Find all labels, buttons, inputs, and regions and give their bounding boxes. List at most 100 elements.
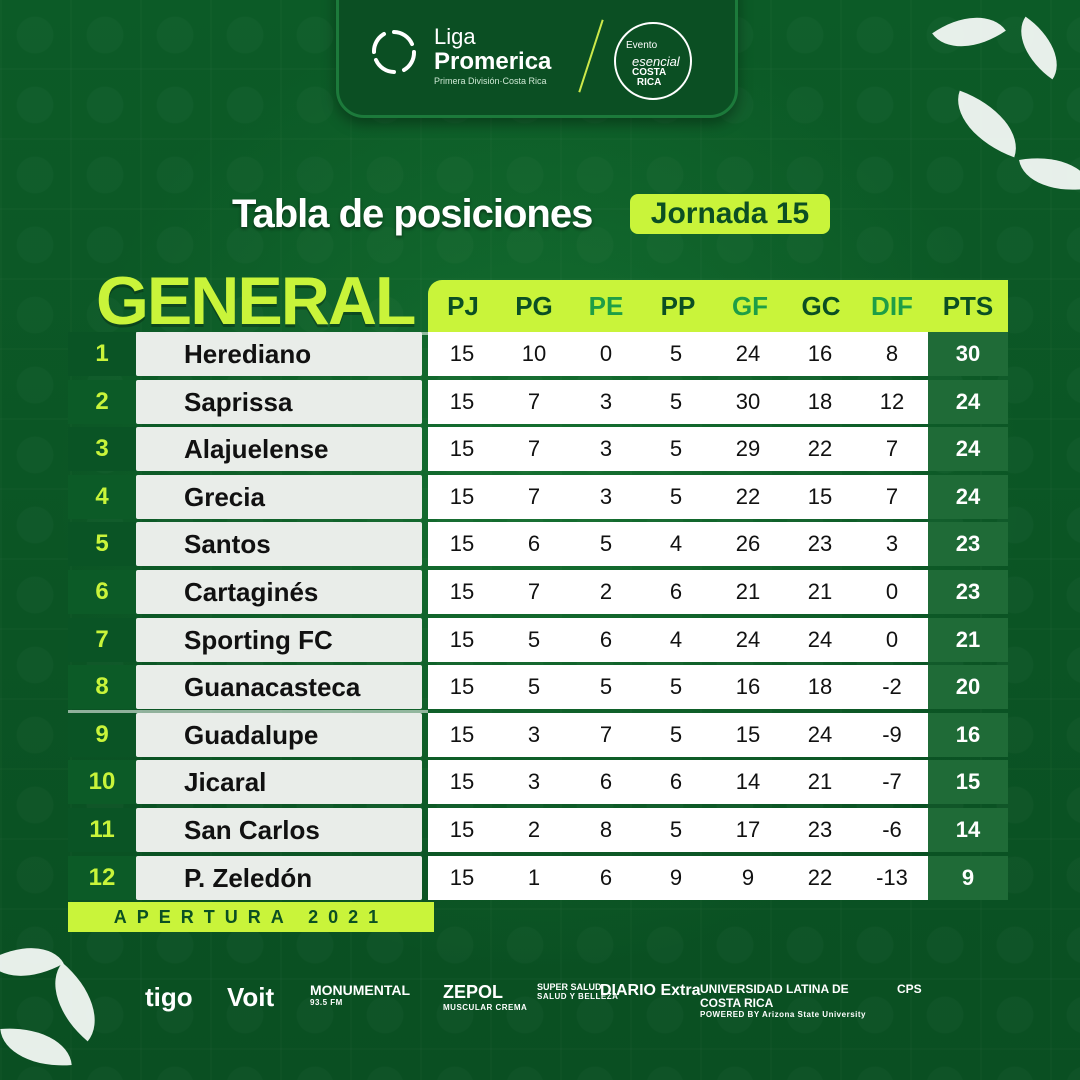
table-row: 3 Alajuelense 15 7 3 5 29 22 7 24 [0, 427, 1080, 475]
sponsor-name: MONUMENTAL [310, 982, 411, 998]
table-row: 8 Guanacasteca 15 5 5 5 16 18 -2 20 [0, 665, 1080, 713]
stats-cell-bg [428, 617, 928, 662]
tournament-label: APERTURA 2021 [68, 902, 434, 932]
position-cell-bg [68, 855, 136, 900]
stat-gc: 22 [807, 436, 833, 462]
position-number: 11 [89, 816, 115, 843]
sponsor-strip: tigo Voit MONUMENTAL 93.5 FM ZEPOL MUSCULAR C… [145, 982, 955, 1042]
table-row: 7 Sporting FC 15 5 6 4 24 24 0 21 [0, 617, 1080, 666]
stat-dif: 0 [885, 579, 899, 604]
sponsor-name: SUPER SALUD [537, 982, 602, 992]
sponsor-name: CPS [897, 982, 922, 996]
stat-dif: 7 [885, 483, 899, 509]
stat-pg: 3 [527, 721, 541, 747]
team-cell-bg [136, 808, 422, 852]
sponsor-logo: CPS [897, 982, 922, 996]
points-cell-bg [928, 522, 1008, 567]
badge-line2: esencial [632, 54, 680, 69]
stat-pj: 15 [449, 531, 475, 557]
stats-cell-bg [428, 474, 928, 519]
points-cell-bg [928, 712, 1008, 757]
sponsor-name: DIARIO Extra [600, 982, 701, 999]
position-number: 12 [88, 863, 116, 891]
stat-pe: 7 [599, 721, 613, 747]
stat-pg: 7 [527, 388, 541, 414]
position-cell-bg [68, 808, 136, 852]
table-row: 10 Jicaral 15 3 6 6 14 21 -7 15 [0, 760, 1080, 808]
stat-dif: 12 [879, 388, 905, 414]
stat-pg: 5 [527, 674, 541, 700]
stat-pj: 15 [449, 626, 475, 652]
stat-pp: 5 [669, 483, 683, 509]
table-row: 1 Herediano 15 10 0 5 24 16 8 30 [0, 332, 1080, 380]
position-number: 9 [95, 720, 109, 748]
column-header-pe: PE [588, 291, 624, 321]
team-cell-bg [136, 474, 422, 519]
stat-pg: 2 [527, 817, 541, 842]
position-cell-bg [68, 570, 136, 614]
points-value: 30 [955, 341, 981, 366]
sponsor-logo: Voit [227, 982, 274, 1013]
points-cell-bg [928, 427, 1008, 472]
sponsor-logo: DIARIO Extra [600, 982, 700, 1000]
stat-pp: 5 [669, 817, 683, 842]
stat-pj: 15 [449, 388, 475, 414]
points-cell-bg [928, 665, 1008, 710]
column-header-pts: PTS [942, 291, 994, 321]
sponsor-subtext: POWERED BY Arizona State University [700, 1010, 866, 1019]
stat-pp: 5 [669, 436, 683, 462]
stats-cell-bg [428, 712, 928, 757]
stat-pp: 9 [669, 864, 683, 890]
stat-pj: 15 [449, 721, 475, 747]
stat-gc: 18 [807, 674, 833, 700]
team-name: Herediano [184, 339, 312, 369]
stat-pe: 6 [599, 626, 613, 652]
stat-pe: 3 [599, 436, 613, 462]
points-value: 9 [961, 864, 975, 890]
position-number: 7 [95, 625, 109, 653]
badge-line3-a: COSTA [632, 67, 667, 78]
stat-pp: 5 [669, 674, 683, 700]
jornada-badge: Jornada 15 [630, 194, 830, 234]
stats-cell-bg [428, 427, 928, 472]
position-cell-bg [68, 474, 136, 519]
team-cell-bg [136, 855, 422, 900]
team-name: Guanacasteca [184, 672, 361, 703]
points-cell-bg [928, 332, 1008, 376]
stat-dif: -6 [882, 817, 902, 842]
stat-dif: -13 [876, 864, 908, 890]
stat-gf: 17 [735, 817, 761, 842]
points-cell-bg [928, 474, 1008, 519]
stat-dif: 8 [885, 341, 899, 366]
position-cell-bg [68, 760, 136, 805]
stat-pe: 5 [599, 531, 613, 557]
stat-gf: 24 [735, 626, 761, 652]
stat-pg: 5 [527, 626, 541, 652]
stat-pj: 15 [449, 817, 475, 842]
stat-pe: 3 [599, 483, 613, 509]
badge-line3: COSTA RICA [632, 68, 666, 88]
table-row: 5 Santos 15 6 5 4 26 23 3 23 [0, 522, 1080, 570]
team-name: P. Zeledón [184, 862, 313, 893]
badge-line3-b: RICA [636, 77, 662, 88]
table-row: 12 P. Zeledón 15 1 6 9 9 22 -13 9 [0, 855, 1080, 904]
stat-dif: -9 [882, 721, 902, 747]
team-name: Grecia [184, 481, 265, 512]
sponsor-name: UNIVERSIDAD LATINA DE COSTA RICA [700, 982, 849, 1010]
position-number: 5 [95, 530, 109, 558]
stats-cell-bg [428, 570, 928, 614]
section-label: GENERAL [96, 263, 416, 339]
stat-gc: 21 [807, 769, 833, 795]
points-value: 21 [955, 626, 981, 652]
stat-pg: 1 [527, 864, 541, 890]
stat-gc: 24 [807, 721, 833, 747]
position-cell-bg [68, 427, 136, 472]
column-header-dif: DIF [871, 291, 913, 321]
sponsor-name: Voit [227, 982, 275, 1012]
team-name: Sporting FC [184, 624, 333, 655]
stat-pe: 0 [599, 341, 613, 366]
stat-pe: 8 [599, 817, 613, 842]
stat-pj: 15 [449, 436, 475, 462]
table-row: 4 Grecia 15 7 3 5 22 15 7 24 [0, 474, 1080, 523]
